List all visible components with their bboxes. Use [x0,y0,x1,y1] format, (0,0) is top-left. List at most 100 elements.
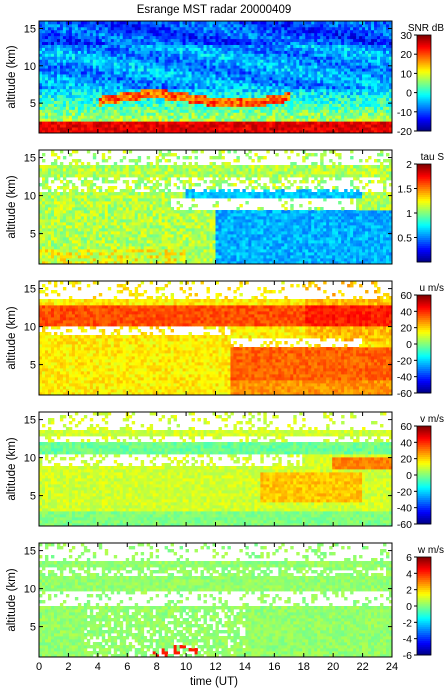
heatmap-cell [110,106,115,110]
heatmap-cell [335,32,339,37]
heatmap-cell [39,21,43,25]
heatmap-cell [95,103,100,107]
heatmap-cell [242,71,246,75]
heatmap-cell [335,44,339,48]
heatmap-cell [212,32,216,37]
heatmap-cell [317,23,321,28]
heatmap-cell [173,124,178,128]
heatmap-cell [188,47,192,51]
heatmap-cell [353,26,357,31]
heatmap-cell [338,109,342,113]
heatmap-cell [287,74,291,78]
heatmap-cell [356,21,360,25]
heatmap-cell [113,85,118,90]
heatmap-cell [368,65,372,69]
heatmap-cell [98,124,103,128]
heatmap-cell [107,65,112,69]
heatmap-cell [239,109,243,113]
heatmap-cell [200,127,204,131]
heatmap-cell [47,210,52,214]
heatmap-cell [89,62,94,66]
heatmap-cell [266,53,270,57]
heatmap-cell [128,38,133,43]
heatmap-cell [113,56,118,60]
heatmap-cell [146,77,151,81]
heatmap-cell [182,29,186,34]
heatmap-cell [50,222,55,226]
heatmap-cell [167,32,172,37]
heatmap-cell [293,77,297,81]
heatmap-cell [119,35,124,40]
heatmap-cell [200,115,204,119]
heatmap-cell [290,77,294,81]
heatmap-cell [206,94,210,99]
heatmap-cell [266,106,270,110]
heatmap-cell [338,47,342,51]
heatmap-cell [149,23,154,28]
heatmap-cell [53,174,58,178]
heatmap-cell [269,35,273,40]
heatmap-cell [89,53,94,57]
heatmap-cell [209,44,213,48]
heatmap-cell [368,121,372,125]
heatmap-cell [80,127,85,131]
heatmap-cell [47,94,52,99]
heatmap-cell [134,41,139,45]
heatmap-cell [116,85,121,90]
heatmap-cell [104,53,109,57]
heatmap-cell [95,56,100,60]
heatmap-cell [152,59,157,63]
heatmap-cell [263,79,267,84]
heatmap-cell [305,85,309,90]
heatmap-cell [47,38,52,43]
heatmap-cell [39,234,43,238]
heatmap-cell [362,118,366,122]
heatmap-cell [383,77,387,81]
heatmap-cell [251,68,255,72]
heatmap-cell [197,88,201,93]
heatmap-cell [179,100,183,104]
heatmap-cell [68,97,73,101]
heatmap-cell [39,29,43,34]
heatmap-cell [164,29,169,34]
heatmap-cell [314,85,318,90]
heatmap-cell [173,79,178,84]
heatmap-cell [383,94,387,99]
heatmap-cell [131,82,136,87]
heatmap-cell [305,26,309,31]
heatmap-cell [98,38,103,43]
heatmap-cell [158,35,163,40]
heatmap-cell [233,29,237,34]
heatmap-cell [74,219,79,223]
heatmap-cell [65,103,70,107]
heatmap-cell [170,26,175,31]
heatmap-cell [92,124,97,128]
heatmap-cell [161,50,166,54]
heatmap-cell [350,71,354,75]
heatmap-cell [350,59,354,63]
heatmap-cell [149,118,154,122]
heatmap-cell [89,47,94,51]
heatmap-cell [41,228,46,232]
colorbar-swatch [417,43,431,46]
heatmap-cell [362,32,366,37]
heatmap-cell [230,77,234,81]
heatmap-cell [206,59,210,63]
heatmap-cell [290,53,294,57]
heatmap-cell [47,41,52,45]
heatmap-cell [299,118,303,122]
heatmap-cell [254,103,258,107]
heatmap-cell [53,44,58,48]
heatmap-cell [71,201,76,205]
heatmap-cell [248,100,252,104]
heatmap-cell [98,130,103,134]
heatmap-cell [320,88,324,93]
heatmap-cell [323,26,327,31]
heatmap-cell [197,91,201,96]
heatmap-cell [44,216,49,220]
heatmap-cell [224,71,228,75]
colorbar-swatch [417,53,431,56]
heatmap-cell [116,65,121,69]
heatmap-cell [194,118,198,122]
heatmap-cell [71,44,76,48]
